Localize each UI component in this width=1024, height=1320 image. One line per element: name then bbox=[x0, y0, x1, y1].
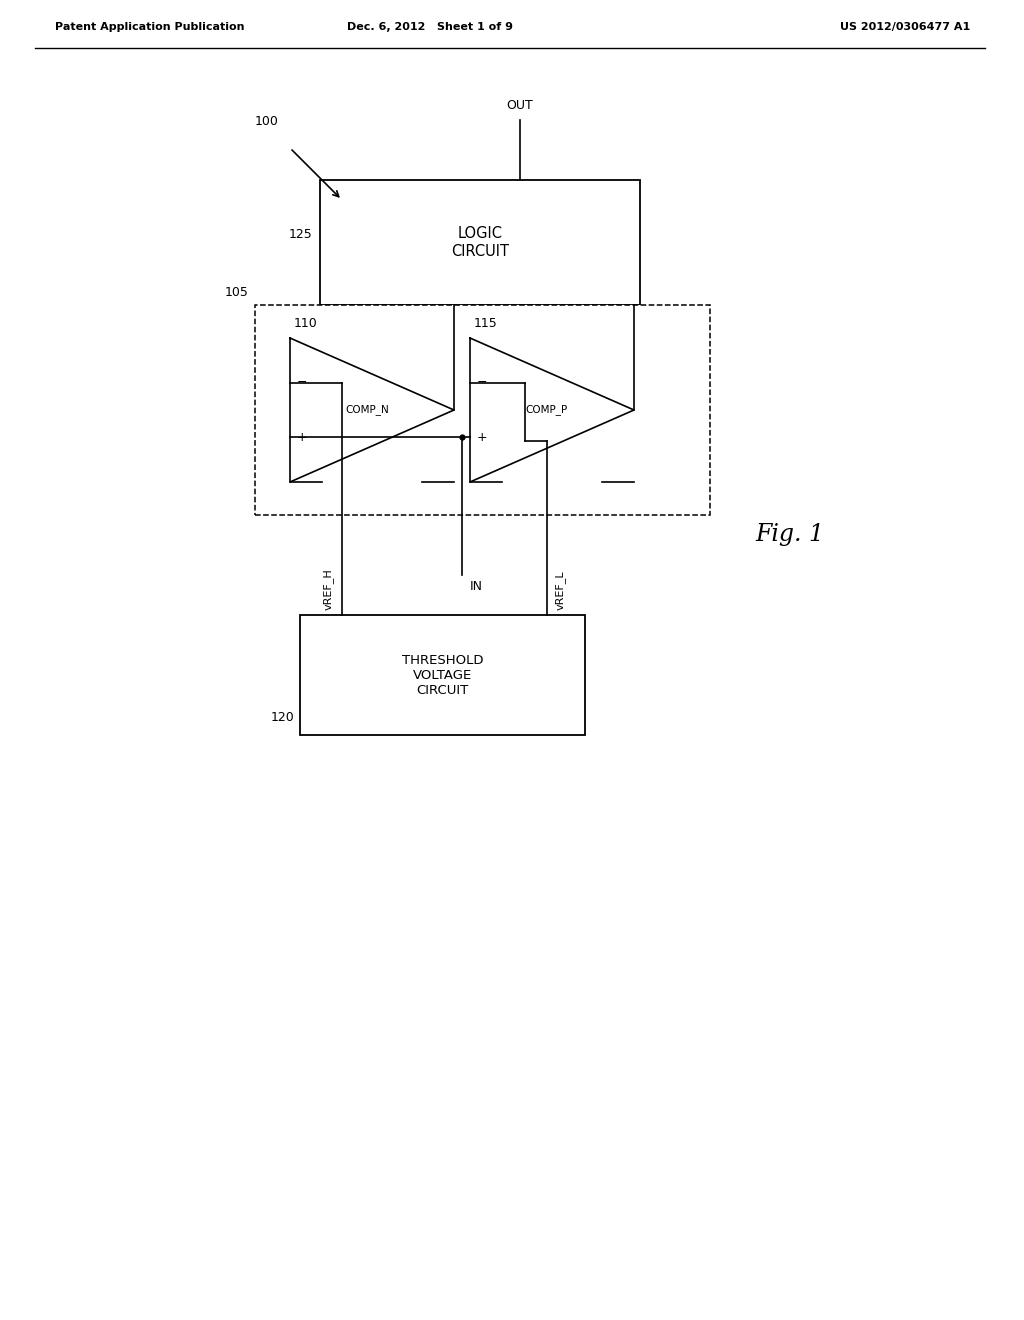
Text: US 2012/0306477 A1: US 2012/0306477 A1 bbox=[840, 22, 970, 32]
Text: OUT: OUT bbox=[507, 99, 534, 112]
Bar bbox=[300, 615, 585, 735]
Text: Patent Application Publication: Patent Application Publication bbox=[55, 22, 245, 32]
Text: 125: 125 bbox=[288, 228, 312, 242]
Text: 100: 100 bbox=[255, 115, 279, 128]
Text: 105: 105 bbox=[225, 286, 249, 300]
Text: COMP_N: COMP_N bbox=[345, 404, 389, 416]
Text: +: + bbox=[297, 430, 307, 444]
Text: 110: 110 bbox=[294, 317, 317, 330]
Text: LOGIC
CIRCUIT: LOGIC CIRCUIT bbox=[451, 226, 509, 259]
Text: vREF_L: vREF_L bbox=[555, 570, 566, 610]
Bar bbox=[319, 180, 640, 305]
Text: COMP_P: COMP_P bbox=[526, 404, 568, 416]
Text: −: − bbox=[477, 376, 487, 389]
Text: +: + bbox=[477, 430, 487, 444]
Text: Dec. 6, 2012   Sheet 1 of 9: Dec. 6, 2012 Sheet 1 of 9 bbox=[347, 22, 513, 32]
Bar bbox=[255, 305, 710, 515]
Text: IN: IN bbox=[470, 579, 483, 593]
Text: 115: 115 bbox=[474, 317, 498, 330]
Text: THRESHOLD
VOLTAGE
CIRCUIT: THRESHOLD VOLTAGE CIRCUIT bbox=[401, 653, 483, 697]
Text: Fig. 1: Fig. 1 bbox=[755, 524, 824, 546]
Text: 120: 120 bbox=[270, 710, 294, 723]
Text: −: − bbox=[297, 376, 307, 389]
Text: vREF_H: vREF_H bbox=[324, 568, 334, 610]
